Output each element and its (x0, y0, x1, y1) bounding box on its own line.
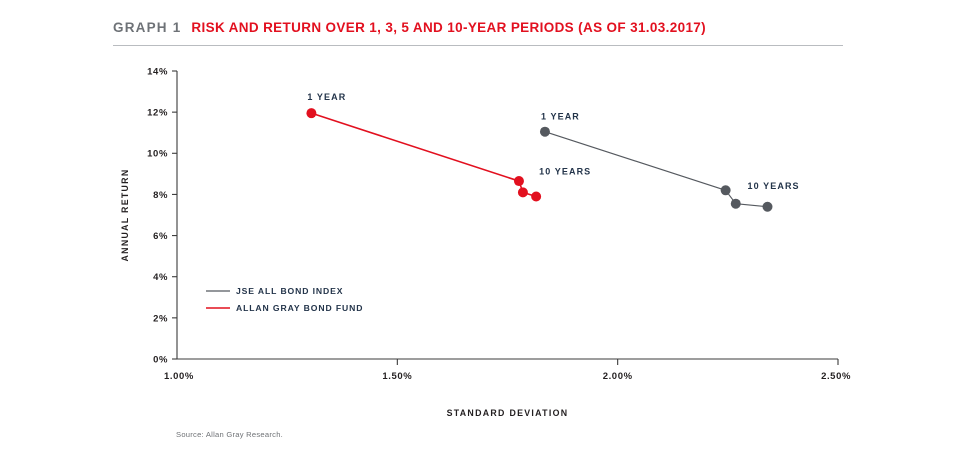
chart-series-group (306, 108, 773, 212)
series-allan-gray-bond-fund (306, 108, 542, 202)
x-axis-title: STANDARD DEVIATION (447, 408, 569, 418)
series-line (544, 131, 769, 208)
y-axis-tick-label: 10% (147, 149, 168, 160)
y-axis-tick-label: 12% (147, 108, 168, 119)
chart-legend: JSE ALL BOND INDEX ALLAN GRAY BOND FUND (206, 286, 363, 313)
graph-number-label: GRAPH 1 (113, 20, 182, 35)
data-point[interactable] (517, 187, 528, 198)
x-axis-tick-label: 1.00% (164, 371, 194, 382)
legend-label: ALLAN GRAY BOND FUND (236, 303, 363, 313)
data-point-label: 10 YEARS (539, 166, 591, 176)
data-point[interactable] (730, 198, 741, 209)
legend-label: JSE ALL BOND INDEX (236, 286, 343, 296)
data-point-label: 1 YEAR (307, 92, 346, 102)
y-axis-title: ANNUAL RETURN (120, 169, 130, 262)
data-point[interactable] (539, 126, 550, 137)
source-note: Source: Allan Gray Research. (176, 430, 284, 439)
data-point[interactable] (306, 108, 317, 119)
chart-axis-titles: ANNUAL RETURN STANDARD DEVIATION (120, 169, 569, 418)
series-line (310, 112, 537, 198)
series-jse-all-bond-index (539, 126, 773, 212)
chart-tick-labels: 0% 2% 4% 6% 8% 10% 12% 14% 1.00% 1.50% 2.00% 2.50% (147, 66, 851, 382)
data-point[interactable] (513, 176, 524, 187)
y-axis-tick-label: 0% (153, 354, 168, 365)
x-axis-tick-label: 2.00% (603, 371, 633, 382)
y-axis-tick-label: 14% (147, 66, 168, 77)
y-axis-tick-label: 2% (153, 313, 168, 324)
data-point[interactable] (762, 201, 773, 212)
chart-header: GRAPH 1 RISK AND RETURN OVER 1, 3, 5 AND… (113, 20, 843, 35)
chart-axes (172, 70, 839, 365)
x-axis-tick-label: 1.50% (382, 371, 412, 382)
x-axis-tick-label: 2.50% (821, 371, 851, 382)
y-axis-tick-label: 6% (153, 231, 168, 242)
y-axis-tick-label: 8% (153, 190, 168, 201)
data-point[interactable] (720, 185, 731, 196)
data-point[interactable] (531, 191, 542, 202)
header-divider (113, 45, 843, 46)
y-axis-tick-label: 4% (153, 272, 168, 283)
data-point-label: 10 YEARS (747, 181, 799, 191)
data-point-label: 1 YEAR (541, 112, 580, 122)
page-title: RISK AND RETURN OVER 1, 3, 5 AND 10-YEAR… (191, 20, 706, 35)
chart-point-labels: 1 YEAR 10 YEARS 1 YEAR 10 YEARS (307, 92, 799, 191)
